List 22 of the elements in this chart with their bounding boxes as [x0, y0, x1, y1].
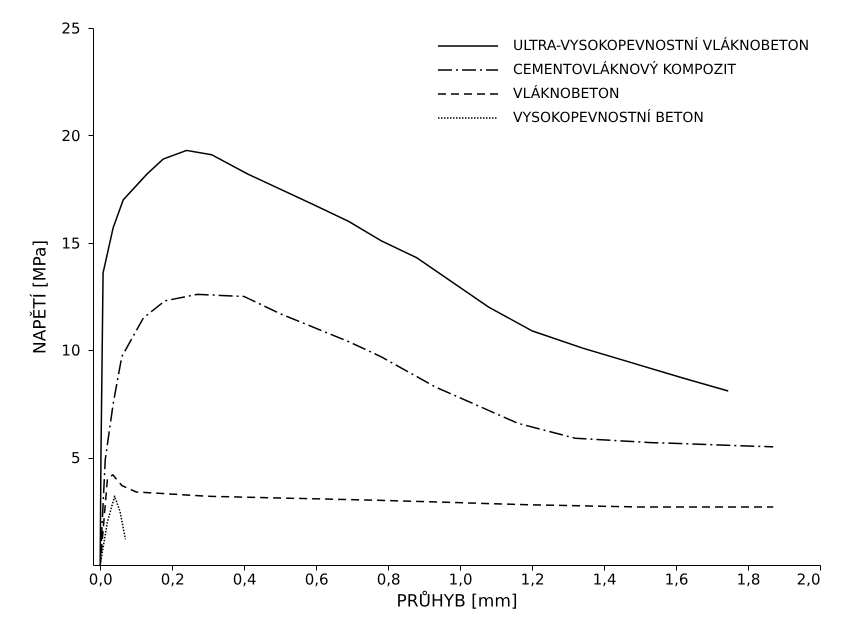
y-tick-label: 5	[70, 449, 80, 468]
legend-label: CEMENTOVLÁKNOVÝ KOMPOZIT	[513, 61, 736, 78]
x-tick-label: 1,0	[448, 570, 473, 588]
y-tick-label: 20	[61, 126, 80, 145]
legend-label: VLÁKNOBETON	[513, 85, 620, 102]
x-tick-label: 1,6	[664, 570, 688, 588]
legend-label: ULTRA-VYSOKOPEVNOSTNÍ VLÁKNOBETON	[513, 37, 810, 54]
x-axis-title: PRŮHYB [mm]	[396, 590, 518, 612]
x-tick-label: 1,4	[592, 570, 616, 588]
x-tick-label: 0,4	[232, 570, 257, 588]
y-tick-label: 15	[61, 234, 80, 252]
x-tick-label: 0,6	[304, 570, 329, 588]
x-tick-label: 0,0	[88, 570, 113, 588]
x-tick-label: 1,8	[736, 570, 760, 588]
x-tick-label: 0,8	[376, 570, 401, 588]
y-tick-label: 25	[61, 20, 80, 38]
x-tick-label: 1,2	[520, 570, 545, 588]
x-tick-label: 2,0	[796, 570, 820, 588]
legend-label: VYSOKOPEVNOSTNÍ BETON	[513, 109, 704, 126]
x-tick-label: 0,2	[160, 570, 185, 588]
y-tick-label: 10	[61, 342, 80, 360]
y-axis-title: NAPĚTÍ [MPa]	[29, 240, 50, 354]
